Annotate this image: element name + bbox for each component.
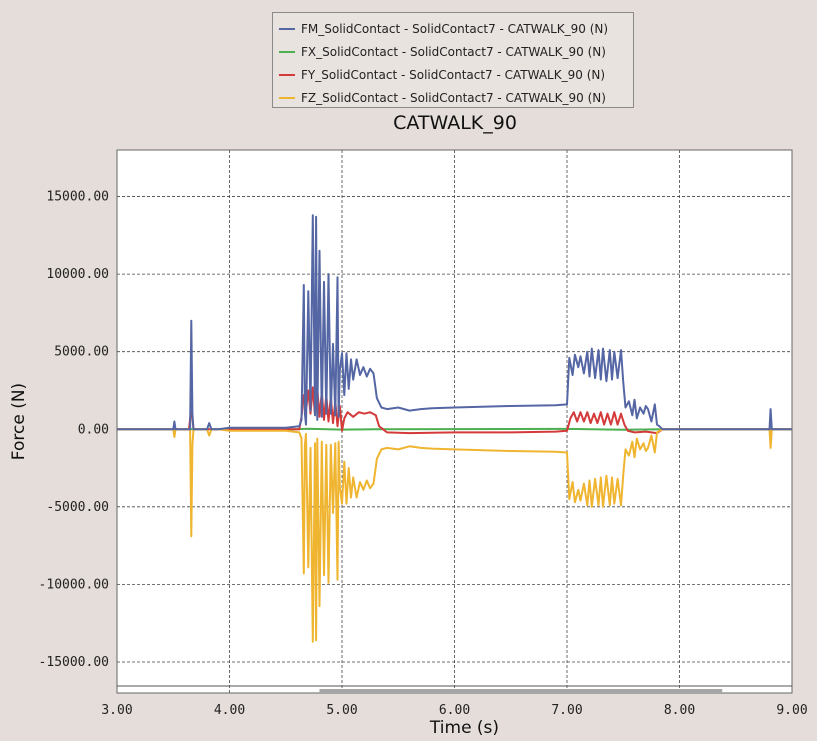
y-tick-label: 15000.00 [46, 190, 109, 205]
x-tick-label: 9.00 [776, 703, 807, 718]
series-line-fy [117, 386, 792, 435]
scrollbar-thumb[interactable] [319, 689, 723, 694]
chart-title: CATWALK_90 [393, 112, 517, 134]
series-line-fm [117, 214, 792, 431]
legend-item-fz: FZ_SolidContact - SolidContact7 - CATWAL… [279, 86, 633, 109]
legend-swatch-fz [279, 96, 295, 99]
legend-swatch-fm [279, 27, 295, 30]
x-tick-label: 3.00 [101, 703, 132, 718]
y-tick-label: 10000.00 [46, 267, 109, 282]
legend-swatch-fx [279, 50, 295, 53]
legend-label-fy: FY_SolidContact - SolidContact7 - CATWAL… [301, 67, 606, 82]
series-lines [117, 214, 792, 643]
x-tick-label: 7.00 [551, 703, 582, 718]
y-tick-label: 5000.00 [54, 345, 109, 360]
y-tick-label: -15000.00 [39, 655, 109, 670]
legend-item-fm: FM_SolidContact - SolidContact7 - CATWAL… [279, 17, 633, 40]
y-tick-label: -10000.00 [39, 577, 109, 592]
x-tick-label: 8.00 [664, 703, 695, 718]
x-tick-label: 4.00 [214, 703, 245, 718]
legend-item-fy: FY_SolidContact - SolidContact7 - CATWAL… [279, 63, 633, 86]
x-axis-ticks: 3.00 4.00 5.00 6.00 7.00 8.00 9.00 [101, 703, 807, 718]
legend-label-fm: FM_SolidContact - SolidContact7 - CATWAL… [301, 21, 609, 36]
y-axis-ticks: 15000.00 10000.00 5000.00 0.00 -5000.00 -1000… [39, 190, 109, 670]
y-tick-label: -5000.00 [46, 500, 109, 515]
legend-label-fx: FX_SolidContact - SolidContact7 - CATWAL… [301, 44, 606, 59]
legend-item-fx: FX_SolidContact - SolidContact7 - CATWAL… [279, 40, 633, 63]
y-axis-label: Force (N) [9, 383, 29, 460]
chart-legend: FM_SolidContact - SolidContact7 - CATWAL… [272, 12, 634, 108]
x-axis-label: Time (s) [429, 718, 499, 738]
series-line-fz [117, 428, 792, 643]
series-line-fx [117, 427, 792, 431]
x-tick-label: 6.00 [439, 703, 470, 718]
y-tick-label: 0.00 [78, 422, 109, 437]
x-tick-label: 5.00 [326, 703, 357, 718]
legend-label-fz: FZ_SolidContact - SolidContact7 - CATWAL… [301, 90, 606, 105]
legend-swatch-fy [279, 73, 295, 76]
